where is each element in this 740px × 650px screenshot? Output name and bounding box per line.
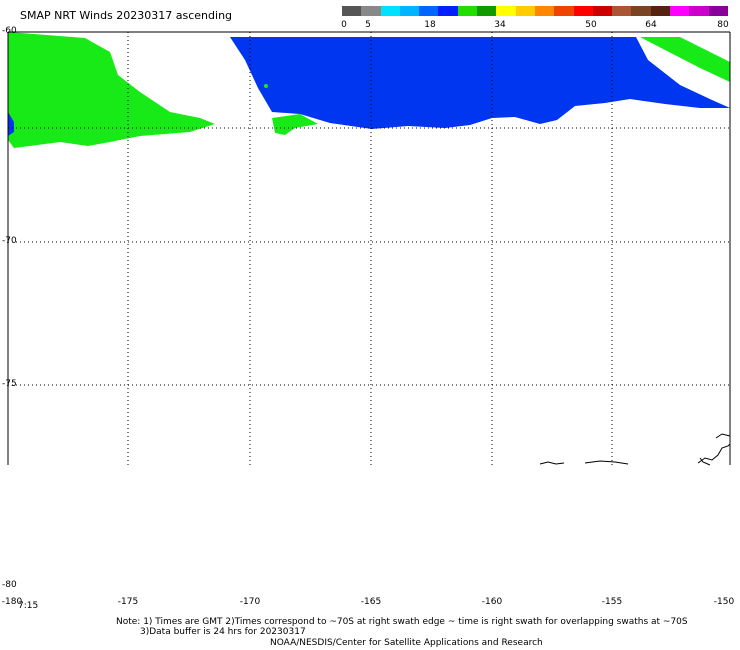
- longitude-label: -155: [601, 597, 623, 607]
- longitude-label: -175: [117, 597, 139, 607]
- wind-speed-colorbar: [342, 6, 728, 16]
- wind-swath-moderate: [264, 84, 268, 88]
- antarctic-coastline: [539, 433, 731, 466]
- colorbar-segment: [534, 6, 555, 16]
- longitude-label: -160: [481, 597, 503, 607]
- colorbar-tick-label: 64: [645, 20, 657, 30]
- colorbar-segment: [573, 6, 593, 16]
- colorbar-segment: [631, 6, 651, 16]
- colorbar-tick-label: 34: [494, 20, 506, 30]
- colorbar-segment: [380, 6, 400, 16]
- colorbar-segment: [612, 6, 632, 16]
- longitude-label: -170: [239, 597, 261, 607]
- colorbar-segment: [515, 6, 535, 16]
- footnote-line-2: 3)Data buffer is 24 hrs for 20230317: [140, 627, 306, 637]
- colorbar-segment: [342, 6, 362, 16]
- wind-swath-moderate: [272, 114, 318, 135]
- colorbar-segment: [670, 6, 690, 16]
- latitude-label: -60: [2, 26, 17, 36]
- colorbar-tick-label: 80: [717, 20, 729, 30]
- colorbar-segment: [419, 6, 439, 16]
- colorbar-tick-label: 5: [365, 20, 371, 30]
- colorbar-segment: [457, 6, 478, 16]
- latitude-label: -80: [2, 580, 17, 590]
- colorbar-tick-label: 50: [585, 20, 597, 30]
- colorbar-segment: [708, 6, 728, 16]
- longitude-label: -150: [713, 597, 735, 607]
- colorbar-segment: [592, 6, 613, 16]
- colorbar-tick-label: 18: [424, 20, 436, 30]
- longitude-label: -165: [360, 597, 382, 607]
- longitude-label: -180: [1, 597, 23, 607]
- colorbar-segment: [477, 6, 497, 16]
- footnote-line-1: Note: 1) Times are GMT 2)Times correspon…: [116, 617, 688, 627]
- latitude-label: -75: [2, 379, 17, 389]
- wind-swath-moderate: [8, 32, 215, 148]
- latitude-label: -70: [2, 236, 17, 246]
- colorbar-segment: [438, 6, 458, 16]
- wind-swath-moderate: [640, 37, 730, 82]
- lat-lon-grid: [8, 32, 730, 465]
- swath-time-label: 7:15: [18, 601, 39, 611]
- map-title: SMAP NRT Winds 20230317 ascending: [20, 9, 233, 22]
- colorbar-tick-label: 0: [341, 20, 347, 30]
- colorbar-segment: [650, 6, 671, 16]
- wind-swath-light: [8, 112, 14, 136]
- colorbar-segment: [361, 6, 381, 16]
- colorbar-segment: [496, 6, 516, 16]
- colorbar-segment: [689, 6, 709, 16]
- colorbar-segment: [554, 6, 574, 16]
- colorbar-segment: [399, 6, 420, 16]
- footnote-credit: NOAA/NESDIS/Center for Satellite Applica…: [270, 638, 543, 648]
- wind-swath-light: [230, 37, 730, 129]
- map-frame: [7, 31, 731, 465]
